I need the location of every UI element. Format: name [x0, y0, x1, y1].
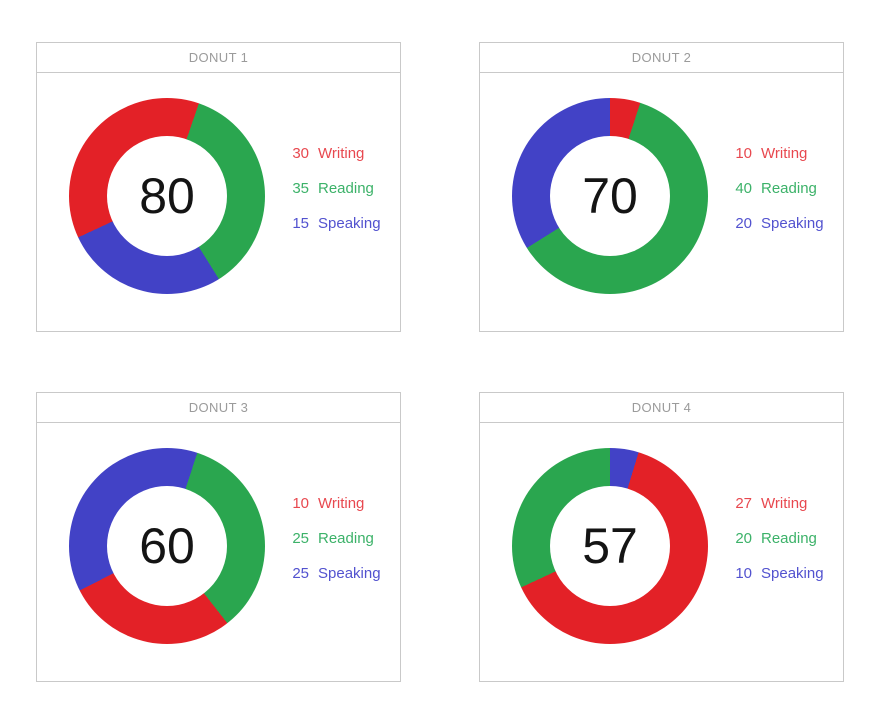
- legend-label: Speaking: [318, 215, 381, 232]
- donut-panel-3: DONUT 3 60 10 Writing 25 Reading 25 Spea…: [36, 392, 401, 682]
- legend-1: 30 Writing 35 Reading 15 Speaking: [289, 145, 381, 232]
- donut-hole-3: 60: [107, 486, 227, 606]
- chart-area-1: 80 30 Writing 35 Reading 15 Speaking: [37, 73, 400, 331]
- donut-center-value-3: 60: [139, 518, 195, 574]
- chart-area-3: 60 10 Writing 25 Reading 25 Speaking: [37, 423, 400, 681]
- legend-label: Speaking: [761, 565, 824, 582]
- chart-area-2: 70 10 Writing 40 Reading 20 Speaking: [480, 73, 843, 331]
- donut-center-value-1: 80: [139, 168, 195, 224]
- legend-label: Speaking: [761, 215, 824, 232]
- legend-item-speaking[interactable]: 10 Speaking: [732, 565, 824, 582]
- legend-value: 25: [292, 565, 309, 582]
- legend-value: 27: [735, 495, 752, 512]
- legend-value: 20: [735, 530, 752, 547]
- legend-item-reading[interactable]: 20 Reading: [732, 530, 824, 547]
- legend-value: 15: [292, 215, 309, 232]
- legend-value: 10: [735, 145, 752, 162]
- legend-item-reading[interactable]: 40 Reading: [732, 180, 824, 197]
- legend-value: 10: [735, 565, 752, 582]
- legend-4: 27 Writing 20 Reading 10 Speaking: [732, 495, 824, 582]
- legend-item-speaking[interactable]: 20 Speaking: [732, 215, 824, 232]
- chart-title-2: DONUT 2: [480, 43, 843, 73]
- legend-label: Reading: [761, 530, 817, 547]
- legend-item-speaking[interactable]: 25 Speaking: [289, 565, 381, 582]
- chart-title-3: DONUT 3: [37, 393, 400, 423]
- legend-item-writing[interactable]: 30 Writing: [289, 145, 381, 162]
- legend-value: 35: [292, 180, 309, 197]
- legend-value: 30: [292, 145, 309, 162]
- chart-title-1: DONUT 1: [37, 43, 400, 73]
- donut-hole-2: 70: [550, 136, 670, 256]
- legend-value: 40: [735, 180, 752, 197]
- donut-center-value-2: 70: [582, 168, 638, 224]
- donut-panel-1: DONUT 1 80 30 Writing 35 Reading 15 Spea…: [36, 42, 401, 332]
- donut-hole-4: 57: [550, 486, 670, 606]
- legend-label: Reading: [318, 180, 374, 197]
- donut-panel-2: DONUT 2 70 10 Writing 40 Reading 20 Spea…: [479, 42, 844, 332]
- legend-label: Writing: [761, 495, 808, 512]
- chart-title-4: DONUT 4: [480, 393, 843, 423]
- donut-center-value-4: 57: [582, 518, 638, 574]
- legend-item-speaking[interactable]: 15 Speaking: [289, 215, 381, 232]
- donut-hole-1: 80: [107, 136, 227, 256]
- donut-dashboard-grid: DONUT 1 80 30 Writing 35 Reading 15 Spea…: [36, 42, 844, 682]
- donut-ring-4[interactable]: 57: [512, 448, 708, 644]
- legend-value: 10: [292, 495, 309, 512]
- donut-ring-1[interactable]: 80: [69, 98, 265, 294]
- legend-value: 20: [735, 215, 752, 232]
- legend-value: 25: [292, 530, 309, 547]
- legend-item-writing[interactable]: 10 Writing: [732, 145, 824, 162]
- legend-item-reading[interactable]: 35 Reading: [289, 180, 381, 197]
- legend-3: 10 Writing 25 Reading 25 Speaking: [289, 495, 381, 582]
- donut-panel-4: DONUT 4 57 27 Writing 20 Reading 10 Spea…: [479, 392, 844, 682]
- chart-area-4: 57 27 Writing 20 Reading 10 Speaking: [480, 423, 843, 681]
- donut-ring-3[interactable]: 60: [69, 448, 265, 644]
- donut-ring-2[interactable]: 70: [512, 98, 708, 294]
- legend-label: Writing: [318, 495, 365, 512]
- legend-label: Reading: [318, 530, 374, 547]
- legend-label: Reading: [761, 180, 817, 197]
- legend-item-reading[interactable]: 25 Reading: [289, 530, 381, 547]
- legend-label: Writing: [761, 145, 808, 162]
- legend-label: Writing: [318, 145, 365, 162]
- legend-2: 10 Writing 40 Reading 20 Speaking: [732, 145, 824, 232]
- legend-item-writing[interactable]: 10 Writing: [289, 495, 381, 512]
- legend-label: Speaking: [318, 565, 381, 582]
- legend-item-writing[interactable]: 27 Writing: [732, 495, 824, 512]
